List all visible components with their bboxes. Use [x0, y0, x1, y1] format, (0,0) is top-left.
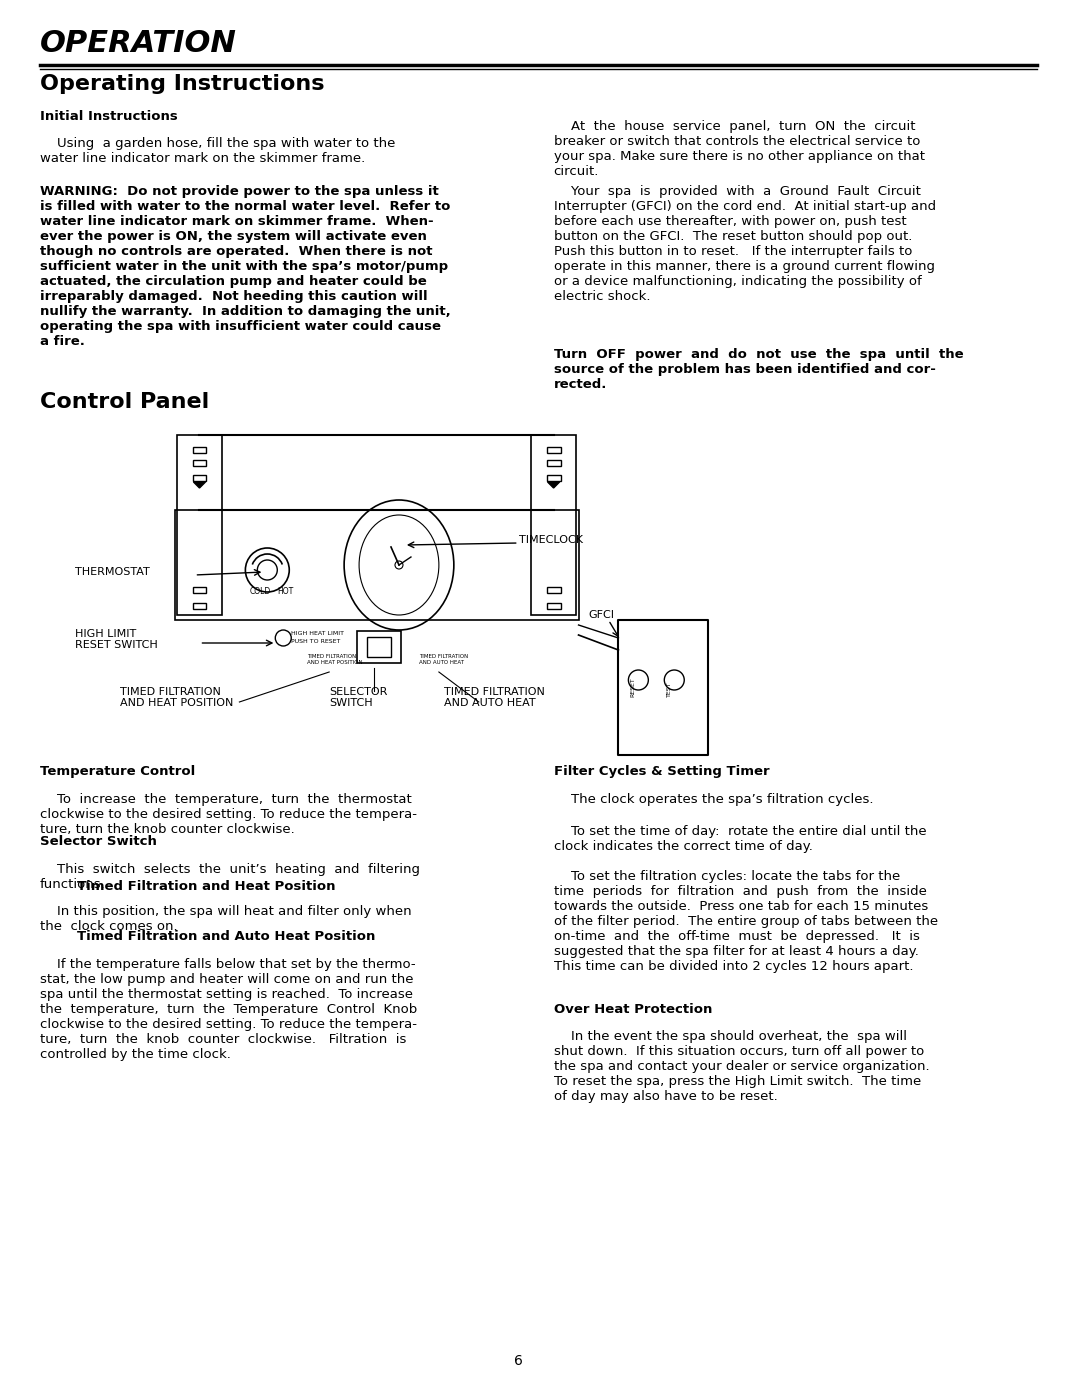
Text: Filter Cycles & Setting Timer: Filter Cycles & Setting Timer [554, 766, 769, 778]
Text: The clock operates the spa’s filtration cycles.: The clock operates the spa’s filtration … [554, 793, 873, 806]
Text: RESET: RESET [631, 678, 635, 697]
Text: Operating Instructions: Operating Instructions [40, 74, 324, 94]
Text: To  increase  the  temperature,  turn  the  thermostat
clockwise to the desired : To increase the temperature, turn the th… [40, 793, 417, 835]
Text: RESET SWITCH: RESET SWITCH [75, 640, 158, 650]
Text: Initial Instructions: Initial Instructions [40, 110, 177, 123]
Text: Selector Switch: Selector Switch [40, 835, 157, 848]
Text: PUSH TO RESET: PUSH TO RESET [292, 638, 340, 644]
Text: If the temperature falls below that set by the thermo-
stat, the low pump and he: If the temperature falls below that set … [40, 958, 417, 1060]
Text: 6: 6 [514, 1354, 523, 1368]
Text: WARNING:  Do not provide power to the spa unless it
is filled with water to the : WARNING: Do not provide power to the spa… [40, 184, 450, 348]
Text: This  switch  selects  the  unit’s  heating  and  filtering
functions.: This switch selects the unit’s heating a… [40, 863, 420, 891]
Text: COLD: COLD [249, 587, 271, 597]
Text: Control Panel: Control Panel [40, 393, 210, 412]
Text: HOT: HOT [278, 587, 294, 597]
Text: Your  spa  is  provided  with  a  Ground  Fault  Circuit
Interrupter (GFCI) on t: Your spa is provided with a Ground Fault… [554, 184, 935, 303]
Text: AND HEAT POSITION: AND HEAT POSITION [307, 659, 363, 665]
Text: HIGH LIMIT: HIGH LIMIT [75, 629, 136, 638]
Text: Using  a garden hose, fill the spa with water to the
water line indicator mark o: Using a garden hose, fill the spa with w… [40, 137, 395, 165]
Text: To set the filtration cycles: locate the tabs for the
time  periods  for  filtra: To set the filtration cycles: locate the… [554, 870, 937, 972]
Text: Over Heat Protection: Over Heat Protection [554, 1003, 712, 1016]
Text: Timed Filtration and Heat Position: Timed Filtration and Heat Position [40, 880, 336, 893]
Text: Temperature Control: Temperature Control [40, 766, 195, 778]
Text: TEST: TEST [667, 682, 672, 697]
Text: TIMECLOCK: TIMECLOCK [518, 535, 583, 545]
Text: THERMOSTAT: THERMOSTAT [75, 567, 149, 577]
Polygon shape [548, 482, 559, 488]
Text: TIMED FILTRATION: TIMED FILTRATION [444, 687, 544, 697]
Text: AND AUTO HEAT: AND AUTO HEAT [444, 698, 536, 708]
Text: SWITCH: SWITCH [329, 698, 373, 708]
Text: In this position, the spa will heat and filter only when
the  clock comes on.: In this position, the spa will heat and … [40, 905, 411, 933]
Text: To set the time of day:  rotate the entire dial until the
clock indicates the co: To set the time of day: rotate the entir… [554, 826, 927, 854]
Text: SELECTOR: SELECTOR [329, 687, 388, 697]
Text: AND AUTO HEAT: AND AUTO HEAT [419, 659, 464, 665]
Text: In the event the spa should overheat, the  spa will
shut down.  If this situatio: In the event the spa should overheat, th… [554, 1030, 929, 1104]
Text: HIGH HEAT LIMIT: HIGH HEAT LIMIT [292, 631, 345, 636]
Text: AND HEAT POSITION: AND HEAT POSITION [120, 698, 233, 708]
Text: At  the  house  service  panel,  turn  ON  the  circuit
breaker or switch that c: At the house service panel, turn ON the … [554, 120, 924, 177]
Text: TIMED FILTRATION: TIMED FILTRATION [307, 654, 356, 659]
Text: Timed Filtration and Auto Heat Position: Timed Filtration and Auto Heat Position [40, 930, 375, 943]
Text: Turn  OFF  power  and  do  not  use  the  spa  until  the
source of the problem : Turn OFF power and do not use the spa un… [554, 348, 963, 391]
Text: TIMED FILTRATION: TIMED FILTRATION [120, 687, 220, 697]
Text: TIMED FILTRATION: TIMED FILTRATION [419, 654, 469, 659]
Text: OPERATION: OPERATION [40, 29, 237, 59]
Polygon shape [193, 482, 205, 488]
Text: GFCI: GFCI [589, 610, 615, 620]
